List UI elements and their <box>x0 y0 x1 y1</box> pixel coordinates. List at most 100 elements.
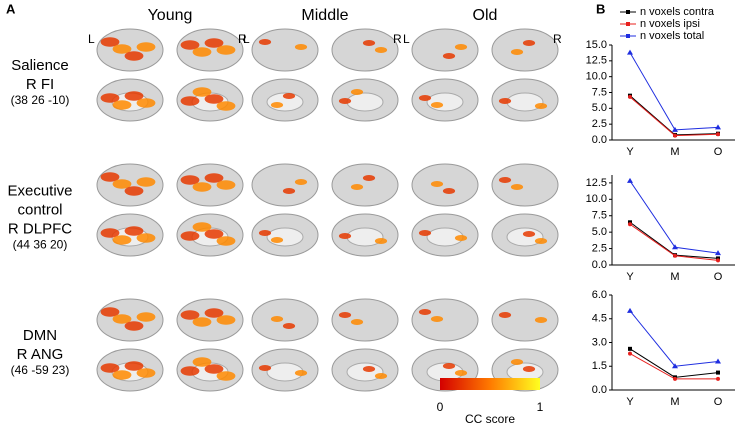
activation <box>204 308 224 318</box>
y-tick-label: 12.5 <box>586 55 607 67</box>
colorbar-max: 1 <box>537 400 544 414</box>
y-tick-label: 2.5 <box>592 242 607 254</box>
activation <box>362 365 376 373</box>
x-tick-label: Y <box>626 271 634 283</box>
activation <box>124 226 144 236</box>
activation <box>454 43 468 51</box>
series-line <box>629 52 719 131</box>
y-tick-label: 0.0 <box>592 384 607 396</box>
y-tick-label: 0.0 <box>592 134 607 146</box>
activation <box>180 366 200 376</box>
activation <box>442 187 456 195</box>
brain <box>411 28 479 72</box>
activation <box>136 42 156 52</box>
activation <box>112 179 132 189</box>
activation <box>442 362 456 370</box>
activation <box>374 46 388 54</box>
x-tick-label: O <box>714 396 723 408</box>
activation <box>510 48 524 56</box>
brain <box>251 298 319 342</box>
activation <box>112 100 132 110</box>
brain <box>411 298 479 342</box>
row-label: DMN <box>23 327 57 344</box>
activation <box>192 182 212 192</box>
activation <box>430 101 444 109</box>
activation <box>510 358 524 366</box>
marker <box>715 358 721 364</box>
activation <box>294 178 308 186</box>
activation <box>112 314 132 324</box>
brain <box>331 163 399 207</box>
hemi-label: R <box>393 32 402 46</box>
x-tick-label: O <box>714 271 723 283</box>
brain <box>491 298 559 342</box>
activation <box>180 175 200 185</box>
brain-medial <box>266 227 304 247</box>
activation <box>136 312 156 322</box>
y-tick-label: 4.5 <box>592 313 607 325</box>
hemi-label: L <box>88 32 95 46</box>
marker <box>673 253 677 258</box>
brain <box>331 298 399 342</box>
y-tick-label: 5.0 <box>592 226 607 238</box>
activation <box>270 101 284 109</box>
marker <box>715 124 721 130</box>
activation <box>282 92 296 100</box>
marker <box>673 376 677 381</box>
marker <box>627 177 633 183</box>
activation <box>100 93 120 103</box>
x-tick-label: M <box>670 146 679 158</box>
brain-medial <box>346 92 384 112</box>
activation <box>180 40 200 50</box>
activation <box>192 222 212 232</box>
activation <box>418 94 432 102</box>
y-tick-label: 10.0 <box>586 193 607 205</box>
activation <box>216 371 236 381</box>
y-tick-label: 15.0 <box>586 39 607 51</box>
activation <box>418 229 432 237</box>
column-title: Middle <box>301 7 348 24</box>
colorbar-label: CC score <box>465 412 515 426</box>
activation <box>216 180 236 190</box>
activation <box>534 102 548 110</box>
activation <box>258 229 272 237</box>
activation <box>124 51 144 61</box>
activation <box>418 308 432 316</box>
activation <box>258 364 272 372</box>
row-label: (44 36 20) <box>13 238 68 252</box>
hemi-label: R <box>238 32 247 46</box>
x-tick-label: M <box>670 271 679 283</box>
activation <box>136 177 156 187</box>
activation <box>192 87 212 97</box>
activation <box>294 43 308 51</box>
marker <box>628 222 632 227</box>
activation <box>192 317 212 327</box>
activation <box>350 183 364 191</box>
brain <box>331 28 399 72</box>
activation <box>124 361 144 371</box>
hemi-label: L <box>243 32 250 46</box>
row-label: R FI <box>26 76 54 93</box>
activation <box>180 96 200 106</box>
activation <box>192 357 212 367</box>
activation <box>216 45 236 55</box>
row-label: control <box>17 201 62 218</box>
activation <box>374 237 388 245</box>
activation <box>430 315 444 323</box>
x-tick-label: O <box>714 146 723 158</box>
activation <box>192 47 212 57</box>
y-tick-label: 3.0 <box>592 336 607 348</box>
activation <box>498 311 512 319</box>
activation <box>124 186 144 196</box>
activation <box>112 370 132 380</box>
activation <box>216 101 236 111</box>
marker <box>628 94 632 99</box>
series-line <box>629 221 719 259</box>
activation <box>522 365 536 373</box>
y-tick-label: 10.0 <box>586 71 607 83</box>
activation <box>180 310 200 320</box>
legend-label: n voxels contra <box>640 6 715 18</box>
brain <box>491 163 559 207</box>
marker <box>673 133 677 138</box>
